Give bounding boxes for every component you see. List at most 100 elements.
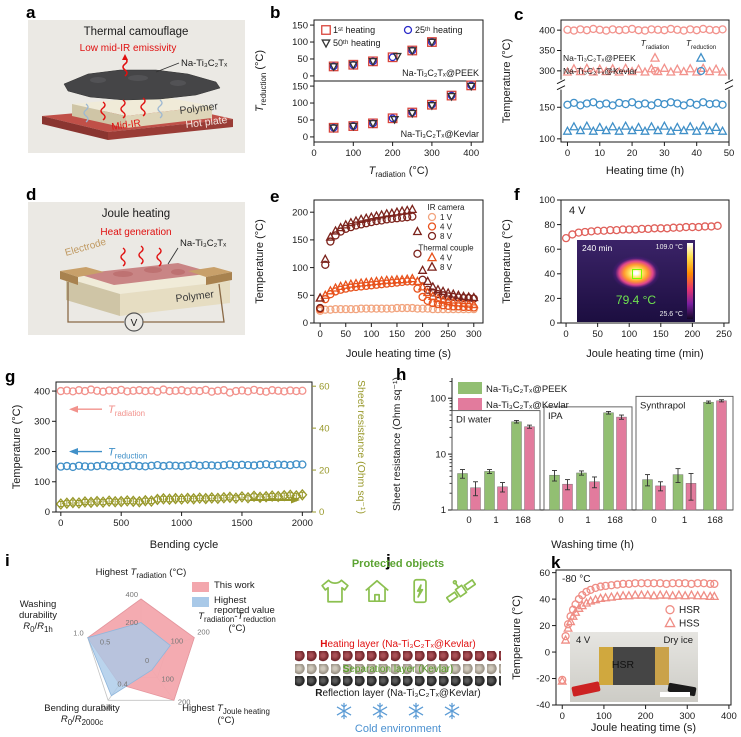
svg-text:100: 100 <box>430 393 446 404</box>
svg-text:1ˢᵗ heating: 1ˢᵗ heating <box>333 25 375 35</box>
svg-text:Tradiation​ (°C): Tradiation​ (°C) <box>369 165 429 179</box>
svg-text:-40: -40 <box>536 700 550 711</box>
svg-text:200: 200 <box>197 628 210 637</box>
svg-text:Sheet resistance (Ohm sq⁻¹): Sheet resistance (Ohm sq⁻¹) <box>391 377 403 511</box>
radar-axis-label-0: Highest Tradiation (°C) <box>95 567 187 580</box>
svg-text:168: 168 <box>515 515 531 526</box>
svg-text:10: 10 <box>435 449 446 460</box>
svg-text:Treduction​: Treduction​ <box>108 447 147 461</box>
separation-layer-spheres <box>295 664 501 677</box>
svg-text:200: 200 <box>684 329 700 340</box>
panel-letter-f: f <box>514 185 520 204</box>
svg-text:40: 40 <box>319 423 330 434</box>
svg-text:1: 1 <box>682 515 687 526</box>
battery-icon <box>413 578 427 604</box>
svg-text:0.8: 0.8 <box>101 702 111 711</box>
svg-text:0: 0 <box>303 132 308 143</box>
svg-text:100: 100 <box>539 195 555 206</box>
svg-text:Tradiation​: Tradiation​ <box>641 38 670 51</box>
svg-text:HSS: HSS <box>679 618 700 629</box>
inset-reading-label: 79.4 °C <box>615 293 657 307</box>
svg-text:300: 300 <box>539 66 555 77</box>
svg-text:10: 10 <box>594 148 605 159</box>
svg-text:100: 100 <box>539 134 555 145</box>
inset-time-label: 240 min <box>582 243 613 253</box>
panel-j-application-schematic: Protected objects Heating layer (Na-Ti₃C… <box>288 556 508 737</box>
svg-text:0.5: 0.5 <box>100 637 110 646</box>
svg-text:1.0: 1.0 <box>73 629 83 638</box>
svg-text:20: 20 <box>539 621 550 632</box>
radar-legend-label-0: This work <box>214 580 255 591</box>
svg-text:Na-Ti₃C₂Tₓ@Kevlar: Na-Ti₃C₂Tₓ@Kevlar <box>486 400 569 411</box>
panel-e-chart: 0 50 100 150 200 0 50 100 150 200 250 300 IR camera 1… <box>250 188 490 365</box>
svg-text:100: 100 <box>171 636 184 645</box>
svg-text:2000: 2000 <box>292 518 313 529</box>
svg-text:100: 100 <box>621 329 637 340</box>
svg-text:200: 200 <box>34 447 50 458</box>
panel-f-chart: 0 20 40 60 80 100 0 50 100 150 200 250 4 V Joule heat… <box>497 188 741 365</box>
snowflake-icon <box>336 702 352 720</box>
svg-text:20: 20 <box>319 465 330 476</box>
svg-text:50: 50 <box>592 329 603 340</box>
snowflake-icon <box>408 702 424 720</box>
svg-text:50: 50 <box>724 148 735 159</box>
svg-text:DI water: DI water <box>456 415 491 426</box>
svg-text:50: 50 <box>297 115 308 126</box>
svg-text:150: 150 <box>389 329 405 340</box>
svg-text:Mid-IR: Mid-IR <box>111 118 142 133</box>
device-name-label: HSR <box>611 659 635 671</box>
panel-k-chart: -40 -20 0 20 40 60 0 100 200 300 400 -80 °C HSR HSS Jo… <box>510 556 741 737</box>
svg-text:50: 50 <box>340 329 351 340</box>
svg-text:150: 150 <box>292 81 308 92</box>
radar-legend-swatch-1 <box>192 597 209 607</box>
svg-text:400: 400 <box>539 25 555 36</box>
svg-text:Heating time (h): Heating time (h) <box>606 165 684 177</box>
panel-letter-k: k <box>551 553 561 572</box>
separation-layer: Separation layer (Kevlar) <box>288 664 508 677</box>
svg-text:300: 300 <box>466 329 482 340</box>
svg-text:Sheet resistance (Ohm sq⁻¹): Sheet resistance (Ohm sq⁻¹) <box>355 380 367 514</box>
svg-text:Temperature (°C): Temperature (°C) <box>11 405 23 489</box>
svg-text:400: 400 <box>34 386 50 397</box>
reflection-layer-label: Reflection layer (Na-Ti₃C₂Tₓ@Kevlar) <box>315 688 481 699</box>
svg-text:300: 300 <box>679 711 695 722</box>
svg-text:4 V: 4 V <box>569 205 586 217</box>
svg-text:Na-Ti₃C₂Tₓ: Na-Ti₃C₂Tₓ <box>181 58 228 69</box>
svg-text:Na-Ti₃C₂Tₓ@PEEK: Na-Ti₃C₂Tₓ@PEEK <box>486 384 568 395</box>
panel-letter-i: i <box>5 551 10 570</box>
svg-text:1 V: 1 V <box>440 213 453 222</box>
radar-axis-label-4: Washing durability R0/R1h <box>18 599 58 634</box>
svg-text:250: 250 <box>716 329 732 340</box>
panel-g-chart: 0 100 200 300 400 0 500 1000 1500 2000 0 20 40 60 Trad… <box>8 370 370 556</box>
svg-text:50: 50 <box>297 54 308 65</box>
radar-legend-swatch-0 <box>192 582 209 592</box>
heating-layer-spheres <box>295 651 501 664</box>
device-photo-inset: 4 V Dry ice HSR <box>570 632 698 702</box>
svg-text:Synthrapol: Synthrapol <box>640 400 685 411</box>
svg-text:0: 0 <box>45 507 50 518</box>
protected-objects-icons <box>288 576 508 608</box>
svg-text:0: 0 <box>558 515 563 526</box>
svg-text:1: 1 <box>493 515 498 526</box>
svg-text:200: 200 <box>178 697 191 706</box>
panel-letter-c: c <box>514 5 524 24</box>
svg-text:500: 500 <box>113 518 129 529</box>
panel-i-radar-chart: 200 400 100 200 100 200 0.4 0.8 0.5 1.0 0 Highest T… <box>6 556 282 737</box>
svg-text:Thermal camouflage: Thermal camouflage <box>84 26 189 38</box>
satellite-icon <box>445 579 477 603</box>
svg-text:0: 0 <box>303 318 308 329</box>
svg-text:400: 400 <box>463 148 479 159</box>
svg-text:25ᵗʰ heating: 25ᵗʰ heating <box>415 25 462 35</box>
svg-text:100: 100 <box>34 477 50 488</box>
svg-text:Temperature (°C): Temperature (°C) <box>501 219 513 303</box>
svg-text:1: 1 <box>441 505 446 516</box>
house-icon <box>365 579 389 603</box>
panel-d-joule-heating-schematic: Joule heating Heat generation Electrode Na-… <box>28 202 245 335</box>
svg-text:IPA: IPA <box>548 411 563 422</box>
svg-text:150: 150 <box>292 235 308 246</box>
svg-text:0: 0 <box>565 148 570 159</box>
svg-text:0: 0 <box>145 656 149 665</box>
svg-text:50ᵗʰ heating: 50ᵗʰ heating <box>333 38 380 48</box>
svg-text:Tradiation​: Tradiation​ <box>108 404 145 418</box>
svg-text:Hot plate: Hot plate <box>185 114 228 131</box>
